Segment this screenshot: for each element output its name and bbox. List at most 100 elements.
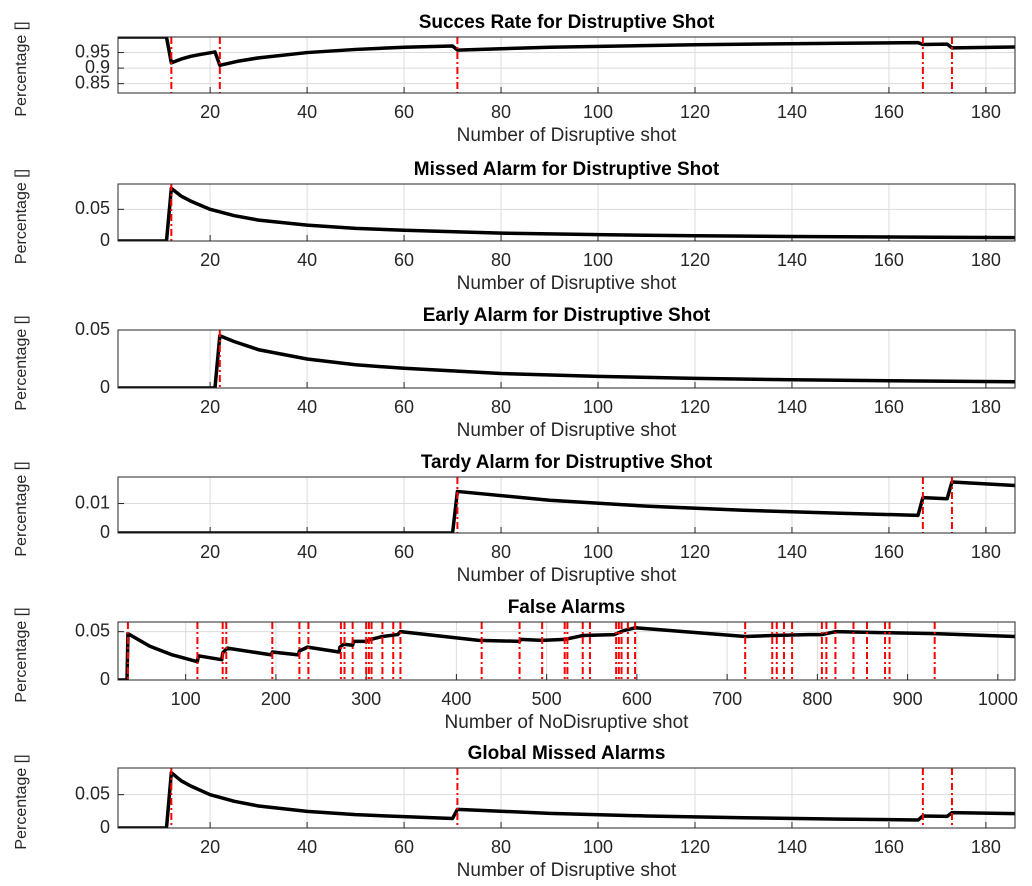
x-axis-label: Number of Disruptive shot bbox=[457, 273, 677, 294]
x-tick-label: 140 bbox=[777, 397, 807, 417]
x-tick-label: 80 bbox=[491, 102, 511, 122]
x-tick-label: 700 bbox=[712, 689, 742, 709]
x-tick-label: 20 bbox=[200, 250, 220, 270]
x-tick-label: 20 bbox=[200, 102, 220, 122]
x-tick-label: 160 bbox=[874, 542, 904, 562]
y-tick-label: 0 bbox=[100, 669, 110, 689]
x-axis-label: Number of Disruptive shot bbox=[457, 125, 677, 146]
x-tick-label: 100 bbox=[171, 689, 201, 709]
plot-frame bbox=[117, 329, 1016, 389]
x-tick-label: 20 bbox=[200, 542, 220, 562]
x-tick-label: 900 bbox=[893, 689, 923, 709]
y-axis-label: Percentage [] bbox=[13, 607, 30, 702]
data-line bbox=[118, 186, 1015, 241]
x-tick-label: 20 bbox=[200, 837, 220, 857]
x-tick-label: 200 bbox=[261, 689, 291, 709]
plot-area bbox=[118, 184, 1015, 241]
x-tick-label: 180 bbox=[971, 837, 1001, 857]
x-tick-label: 60 bbox=[394, 542, 414, 562]
chart-title: Succes Rate for Distruptive Shot bbox=[419, 12, 715, 33]
x-tick-label: 60 bbox=[394, 837, 414, 857]
x-axis-label: Number of Disruptive shot bbox=[457, 420, 677, 441]
data-line bbox=[118, 37, 1015, 68]
x-tick-label: 100 bbox=[583, 250, 613, 270]
y-tick-label: 0.05 bbox=[75, 783, 110, 803]
x-tick-label: 40 bbox=[297, 542, 317, 562]
x-tick-label: 60 bbox=[394, 102, 414, 122]
x-tick-label: 500 bbox=[532, 689, 562, 709]
x-tick-label: 140 bbox=[777, 837, 807, 857]
plot-frame bbox=[117, 183, 1016, 242]
y-tick-label: 0 bbox=[100, 230, 110, 250]
x-tick-label: 160 bbox=[874, 397, 904, 417]
x-tick-label: 80 bbox=[491, 250, 511, 270]
x-tick-label: 140 bbox=[777, 542, 807, 562]
x-tick-label: 180 bbox=[971, 542, 1001, 562]
x-tick-label: 40 bbox=[297, 250, 317, 270]
x-tick-label: 160 bbox=[874, 837, 904, 857]
x-tick-label: 120 bbox=[680, 250, 710, 270]
x-tick-label: 20 bbox=[200, 397, 220, 417]
x-tick-label: 400 bbox=[441, 689, 471, 709]
plot-frame bbox=[117, 767, 1016, 829]
y-axis-label: Percentage [] bbox=[13, 461, 30, 556]
plot-frame bbox=[117, 621, 1016, 681]
y-tick-label: 0 bbox=[100, 377, 110, 397]
x-tick-label: 40 bbox=[297, 102, 317, 122]
y-tick-label: 0.05 bbox=[75, 198, 110, 218]
x-tick-label: 120 bbox=[680, 102, 710, 122]
chart-title: False Alarms bbox=[508, 597, 626, 618]
y-tick-label: 0.85 bbox=[75, 72, 110, 92]
plot-area bbox=[118, 477, 1015, 533]
chart-title: Early Alarm for Distruptive Shot bbox=[423, 305, 711, 326]
x-tick-label: 80 bbox=[491, 542, 511, 562]
data-line bbox=[118, 770, 1015, 828]
x-tick-label: 120 bbox=[680, 397, 710, 417]
x-tick-label: 80 bbox=[491, 397, 511, 417]
data-line bbox=[118, 334, 1015, 388]
y-tick-label: 0 bbox=[100, 817, 110, 837]
x-tick-label: 120 bbox=[680, 542, 710, 562]
x-axis-label: Number of NoDisruptive shot bbox=[445, 712, 690, 733]
plot-frame bbox=[117, 36, 1016, 94]
x-tick-label: 40 bbox=[297, 397, 317, 417]
x-tick-label: 40 bbox=[297, 837, 317, 857]
x-tick-label: 180 bbox=[971, 102, 1001, 122]
y-axis-label: Percentage [] bbox=[13, 315, 30, 410]
x-tick-label: 800 bbox=[802, 689, 832, 709]
x-tick-label: 600 bbox=[622, 689, 652, 709]
plot-area bbox=[118, 330, 1015, 388]
x-tick-label: 100 bbox=[583, 102, 613, 122]
y-axis-label: Percentage [] bbox=[13, 169, 30, 264]
x-tick-label: 180 bbox=[971, 250, 1001, 270]
y-tick-label: 0 bbox=[100, 522, 110, 542]
chart-title: Global Missed Alarms bbox=[468, 743, 666, 764]
x-tick-label: 100 bbox=[583, 542, 613, 562]
y-tick-label: 0.05 bbox=[75, 620, 110, 640]
y-tick-label: 0.01 bbox=[75, 492, 110, 512]
chart-title: Tardy Alarm for Distruptive Shot bbox=[421, 452, 713, 473]
x-axis-label: Number of Disruptive shot bbox=[457, 860, 677, 881]
x-tick-label: 180 bbox=[971, 397, 1001, 417]
x-tick-label: 300 bbox=[351, 689, 381, 709]
x-axis-label: Number of Disruptive shot bbox=[457, 565, 677, 586]
chart-title: Missed Alarm for Distruptive Shot bbox=[414, 159, 720, 180]
x-tick-label: 120 bbox=[680, 837, 710, 857]
y-tick-label: 0.9 bbox=[85, 57, 110, 77]
x-tick-label: 160 bbox=[874, 250, 904, 270]
x-tick-label: 60 bbox=[394, 250, 414, 270]
plot-frame bbox=[117, 476, 1016, 534]
x-tick-label: 140 bbox=[777, 102, 807, 122]
x-tick-label: 1000 bbox=[978, 689, 1018, 709]
y-tick-label: 0.05 bbox=[75, 319, 110, 339]
x-tick-label: 80 bbox=[491, 837, 511, 857]
y-tick-label: 0.95 bbox=[75, 41, 110, 61]
x-tick-label: 160 bbox=[874, 102, 904, 122]
x-tick-label: 140 bbox=[777, 250, 807, 270]
x-tick-label: 60 bbox=[394, 397, 414, 417]
y-axis-label: Percentage [] bbox=[13, 754, 30, 849]
x-tick-label: 100 bbox=[583, 397, 613, 417]
x-tick-label: 100 bbox=[583, 837, 613, 857]
y-axis-label: Percentage [] bbox=[13, 21, 30, 116]
